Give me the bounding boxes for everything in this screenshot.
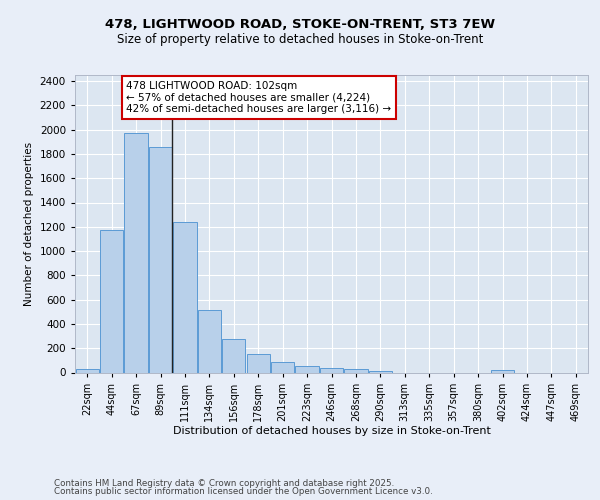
- Bar: [344, 370, 368, 372]
- Bar: [320, 368, 343, 372]
- Bar: [100, 230, 123, 372]
- Bar: [124, 132, 148, 372]
- Bar: [222, 339, 245, 372]
- Text: 478, LIGHTWOOD ROAD, STOKE-ON-TRENT, ST3 7EW: 478, LIGHTWOOD ROAD, STOKE-ON-TRENT, ST3…: [105, 18, 495, 30]
- Text: Contains HM Land Registry data © Crown copyright and database right 2025.: Contains HM Land Registry data © Crown c…: [54, 478, 394, 488]
- Text: Contains public sector information licensed under the Open Government Licence v3: Contains public sector information licen…: [54, 487, 433, 496]
- Bar: [247, 354, 270, 372]
- Y-axis label: Number of detached properties: Number of detached properties: [24, 142, 34, 306]
- Bar: [369, 370, 392, 372]
- Text: 478 LIGHTWOOD ROAD: 102sqm
← 57% of detached houses are smaller (4,224)
42% of s: 478 LIGHTWOOD ROAD: 102sqm ← 57% of deta…: [127, 81, 391, 114]
- X-axis label: Distribution of detached houses by size in Stoke-on-Trent: Distribution of detached houses by size …: [173, 426, 490, 436]
- Bar: [198, 310, 221, 372]
- Bar: [149, 147, 172, 372]
- Bar: [491, 370, 514, 372]
- Bar: [173, 222, 197, 372]
- Text: Size of property relative to detached houses in Stoke-on-Trent: Size of property relative to detached ho…: [117, 32, 483, 46]
- Bar: [76, 370, 99, 372]
- Bar: [295, 366, 319, 372]
- Bar: [271, 362, 294, 372]
